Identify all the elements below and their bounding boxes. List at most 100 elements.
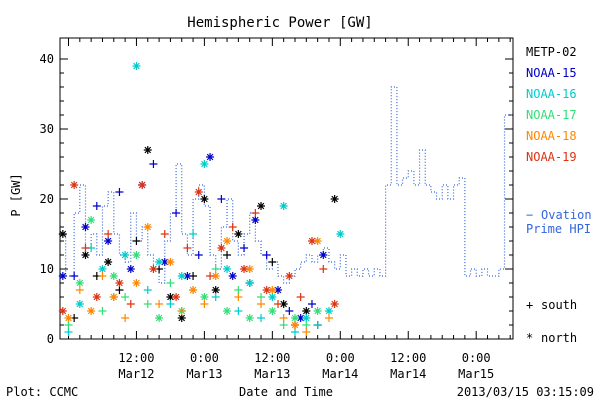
data-point-south (166, 279, 175, 287)
data-point-north (245, 265, 254, 273)
x-tick-label-time: 12:00 (390, 351, 426, 365)
data-point-north (132, 251, 141, 259)
data-point-north (245, 314, 254, 322)
data-point-north (104, 237, 113, 245)
data-point-north (330, 300, 339, 308)
legend-north-symbol: * (526, 331, 533, 345)
y-axis: 0 10 20 30 40 (40, 52, 513, 346)
data-point-south (121, 293, 130, 301)
data-point-south (211, 293, 220, 301)
data-point-south (268, 258, 277, 266)
data-point-south (234, 286, 243, 294)
data-point-north (138, 181, 147, 189)
data-point-north (240, 265, 249, 273)
data-point-north (200, 195, 209, 203)
data-point-north (206, 153, 215, 161)
data-point-north (313, 307, 322, 315)
data-point-north (75, 279, 84, 287)
data-point-south (285, 307, 294, 315)
data-point-north (296, 314, 305, 322)
data-point-north (336, 230, 345, 238)
data-point-south (194, 251, 203, 259)
data-point-north (172, 293, 181, 301)
data-point-north (58, 272, 67, 280)
legend-ovation-label-line2: Prime HPI (526, 222, 591, 236)
data-point-north (87, 307, 96, 315)
data-point-south (143, 286, 152, 294)
data-point-north (75, 300, 84, 308)
legend-entry-noaa-15: NOAA-15 (526, 66, 577, 80)
data-point-south (183, 244, 192, 252)
legend-entry-noaa-18: NOAA-18 (526, 129, 577, 143)
data-point-south (313, 321, 322, 329)
data-point-south (257, 300, 266, 308)
data-point-south (189, 230, 198, 238)
data-point-south (155, 300, 164, 308)
x-axis-label: Date and Time (239, 385, 333, 399)
data-point-north (155, 258, 164, 266)
data-point-south (70, 272, 79, 280)
data-point-south (251, 209, 260, 217)
data-point-north (279, 300, 288, 308)
data-point-south (223, 251, 232, 259)
footer-timestamp: 2013/03/15 03:15:09 (457, 385, 594, 399)
y-tick-label: 10 (40, 262, 54, 276)
data-point-south (81, 244, 90, 252)
data-point-south (290, 328, 299, 336)
data-point-south (228, 223, 237, 231)
data-point-south (217, 195, 226, 203)
data-point-south (75, 286, 84, 294)
data-point-south (149, 160, 158, 168)
data-point-south (64, 321, 73, 329)
data-point-north (211, 272, 220, 280)
x-axis: 12:00 Mar12 0:00 Mar13 12:00 Mar13 0:00 Mar14 12… (67, 38, 511, 381)
data-point-north (245, 279, 254, 287)
legend-south-label: south (541, 298, 577, 312)
x-tick-label-date: Mar13 (254, 367, 290, 381)
data-point-north (143, 223, 152, 231)
data-point-south (234, 307, 243, 315)
data-point-north (290, 321, 299, 329)
data-point-north (166, 293, 175, 301)
data-point-north (58, 230, 67, 238)
data-point-south (115, 286, 124, 294)
data-point-south (274, 300, 283, 308)
data-point-north (234, 230, 243, 238)
data-point-north (98, 265, 107, 273)
data-point-north (58, 307, 67, 315)
ovation-line-layer (60, 86, 513, 284)
legend-entry-noaa-17: NOAA-17 (526, 108, 577, 122)
data-point-south (302, 328, 311, 336)
x-tick-label-date: Mar12 (118, 367, 154, 381)
data-point-north (104, 258, 113, 266)
data-point-north (290, 314, 299, 322)
data-point-south (240, 244, 249, 252)
x-tick-label-time: 0:00 (326, 351, 355, 365)
data-point-north (160, 258, 169, 266)
x-tick-label-date: Mar14 (390, 367, 426, 381)
data-point-south (307, 300, 316, 308)
y-tick-label: 0 (47, 332, 54, 346)
x-tick-label-time: 12:00 (118, 351, 154, 365)
data-point-north (155, 314, 164, 322)
x-tick-label-date: Mar14 (322, 367, 358, 381)
data-point-north (223, 307, 232, 315)
data-point-south (319, 265, 328, 273)
data-point-south (257, 293, 266, 301)
data-point-south (279, 314, 288, 322)
data-point-north (330, 195, 339, 203)
legend-entry-metp-02: METP-02 (526, 45, 577, 59)
data-point-north (109, 293, 118, 301)
data-point-north (268, 293, 277, 301)
data-point-south (132, 237, 141, 245)
legend-ovation-label-line1: Ovation (541, 208, 592, 222)
data-point-north (279, 202, 288, 210)
y-axis-label: P [GW] (9, 173, 23, 216)
x-tick-label-date: Mar13 (186, 367, 222, 381)
data-point-north (64, 314, 73, 322)
data-point-north (324, 307, 333, 315)
data-point-south (126, 300, 135, 308)
data-point-north (132, 279, 141, 287)
footer-plot-credit: Plot: CCMC (6, 385, 78, 399)
